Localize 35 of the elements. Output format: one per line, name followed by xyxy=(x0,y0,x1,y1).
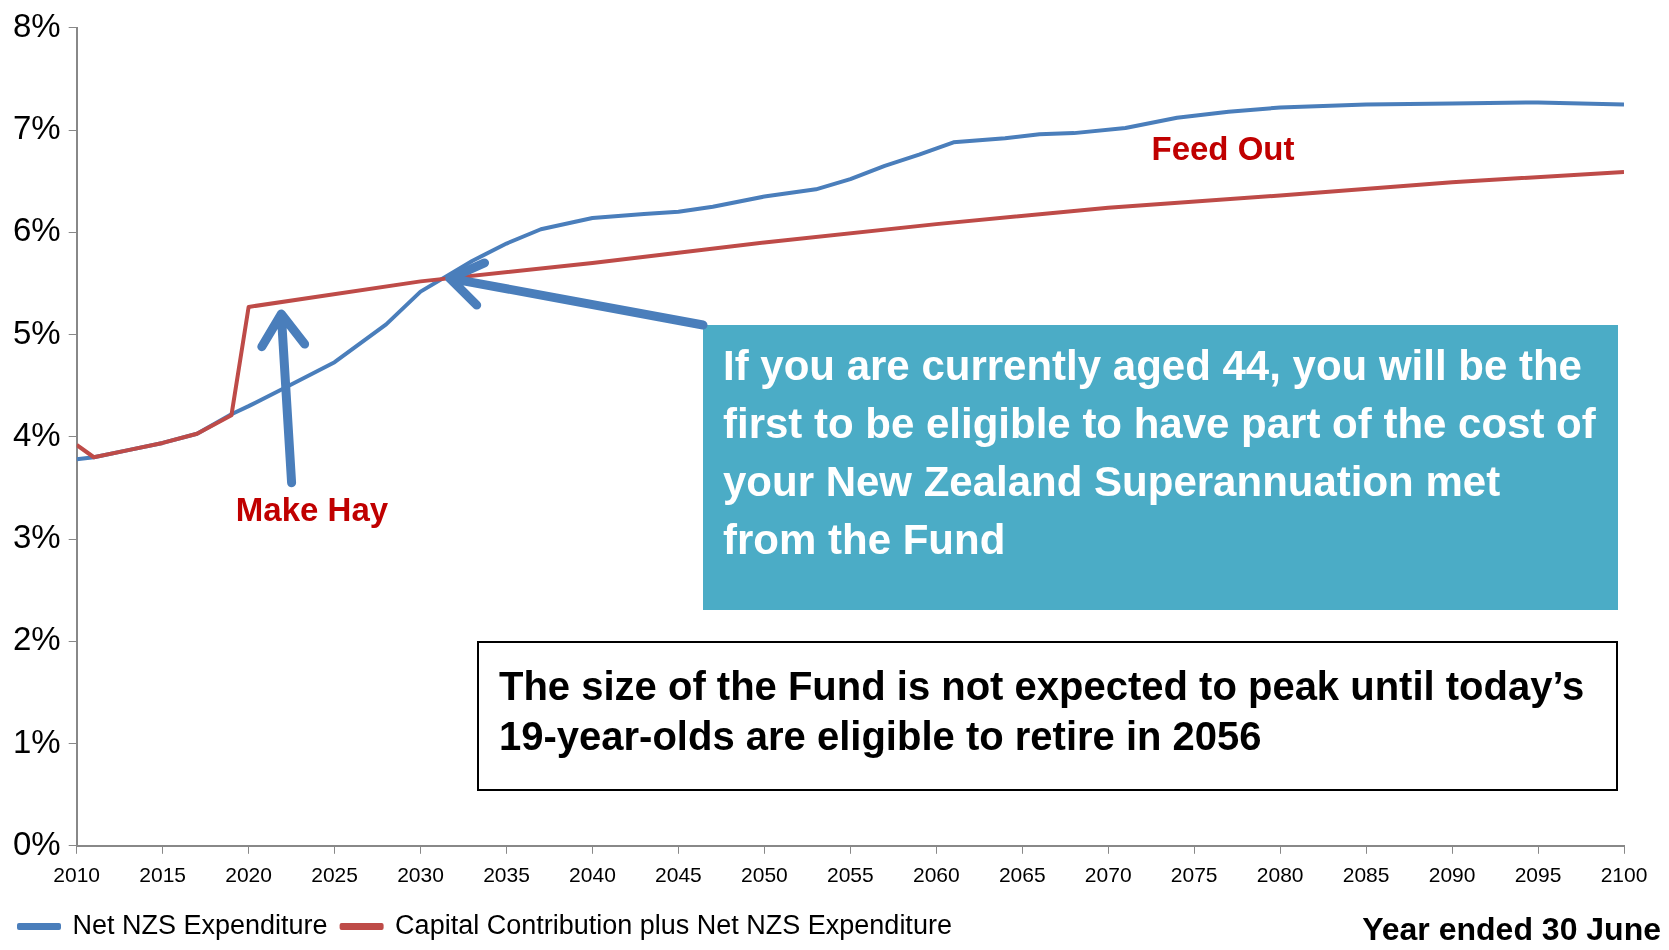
x-tick-label: 2070 xyxy=(1084,863,1132,887)
annotation: If you are currently aged 44, you will be the first to be eligible to have part of the cost of your New Zealand Superannuation met from the Fund xyxy=(703,325,1618,610)
x-tick-label: 2095 xyxy=(1514,863,1562,887)
annotation: Make Hay xyxy=(235,491,389,529)
y-tick-label: 4% xyxy=(12,415,61,453)
x-tick-label: 2025 xyxy=(311,863,358,887)
x-tick-label: 2090 xyxy=(1428,863,1476,887)
x-tick-label: 2015 xyxy=(139,863,187,887)
legend-label: Net NZS Expenditure xyxy=(72,909,328,940)
x-tick-label: 2040 xyxy=(569,863,616,887)
y-tick-label: 5% xyxy=(12,313,61,351)
y-tick-label: 1% xyxy=(12,722,61,760)
y-tick-label: 6% xyxy=(12,211,61,249)
x-tick-label: 2080 xyxy=(1256,863,1304,887)
y-tick-label: 2% xyxy=(12,620,61,658)
x-tick-label: 2010 xyxy=(53,863,101,887)
annotation: Feed Out xyxy=(1151,130,1295,168)
x-tick-label: 2050 xyxy=(741,863,788,887)
x-tick-label: 2055 xyxy=(826,863,874,887)
x-tick-label: 2020 xyxy=(225,863,272,887)
annotation: The size of the Fund is not expected to peak until today’s 19-year-olds are eligible to retire in 2056 xyxy=(477,641,1618,791)
x-tick-label: 2075 xyxy=(1170,863,1218,887)
x-tick-label: 2035 xyxy=(483,863,530,887)
x-axis-title: Year ended 30 June xyxy=(1362,911,1661,948)
y-tick-label: 7% xyxy=(12,109,61,147)
x-tick-label: 2060 xyxy=(912,863,960,887)
x-tick-label: 2065 xyxy=(998,863,1046,887)
y-tick-label: 8% xyxy=(12,6,61,44)
x-tick-label: 2100 xyxy=(1600,863,1648,887)
x-tick-label: 2030 xyxy=(397,863,444,887)
y-tick-label: 3% xyxy=(12,518,61,556)
x-tick-label: 2045 xyxy=(655,863,702,887)
y-tick-label: 0% xyxy=(12,824,61,862)
x-tick-label: 2085 xyxy=(1342,863,1390,887)
legend-label: Capital Contribution plus Net NZS Expenditure xyxy=(395,909,952,940)
